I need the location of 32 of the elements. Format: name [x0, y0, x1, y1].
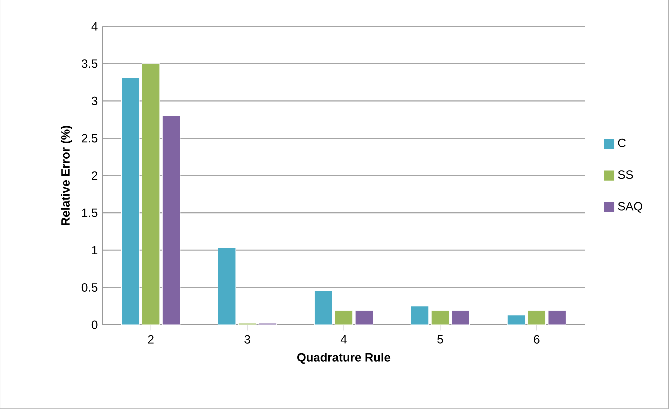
bar — [122, 78, 140, 326]
x-tick-label: 6 — [534, 335, 540, 344]
bar — [314, 290, 333, 326]
x-axis-title: Quadrature Rule — [298, 352, 391, 364]
legend-label: C — [618, 138, 626, 148]
y-tick-label: 3 — [92, 96, 98, 106]
y-tick-label: 2.5 — [82, 134, 98, 143]
x-tick-label: 5 — [438, 335, 444, 344]
legend-label: SAQ — [618, 202, 642, 213]
bar — [452, 310, 470, 326]
bar — [334, 310, 354, 326]
bar — [142, 64, 160, 326]
legend-label: SS — [618, 170, 634, 180]
bar — [218, 248, 236, 326]
x-tick-label: 2 — [148, 335, 154, 344]
bar — [507, 314, 526, 326]
bar — [162, 116, 181, 326]
y-axis-title: Relative Error (%) — [61, 126, 72, 226]
y-tick-label: 0.5 — [82, 283, 98, 292]
bar — [431, 310, 450, 326]
bar — [548, 310, 566, 326]
x-tick-label: 4 — [340, 335, 347, 344]
y-tick-label: 2 — [92, 172, 98, 180]
y-tick-label: 0 — [92, 320, 98, 330]
y-tick-label: 4 — [92, 22, 98, 31]
bar — [410, 306, 430, 326]
bar — [355, 310, 374, 326]
y-tick-label: 3.5 — [82, 60, 98, 68]
y-tick-label: 1 — [92, 246, 98, 254]
y-tick-label: 1.5 — [82, 208, 98, 218]
x-tick-label: 3 — [244, 335, 250, 344]
bar — [528, 310, 546, 326]
